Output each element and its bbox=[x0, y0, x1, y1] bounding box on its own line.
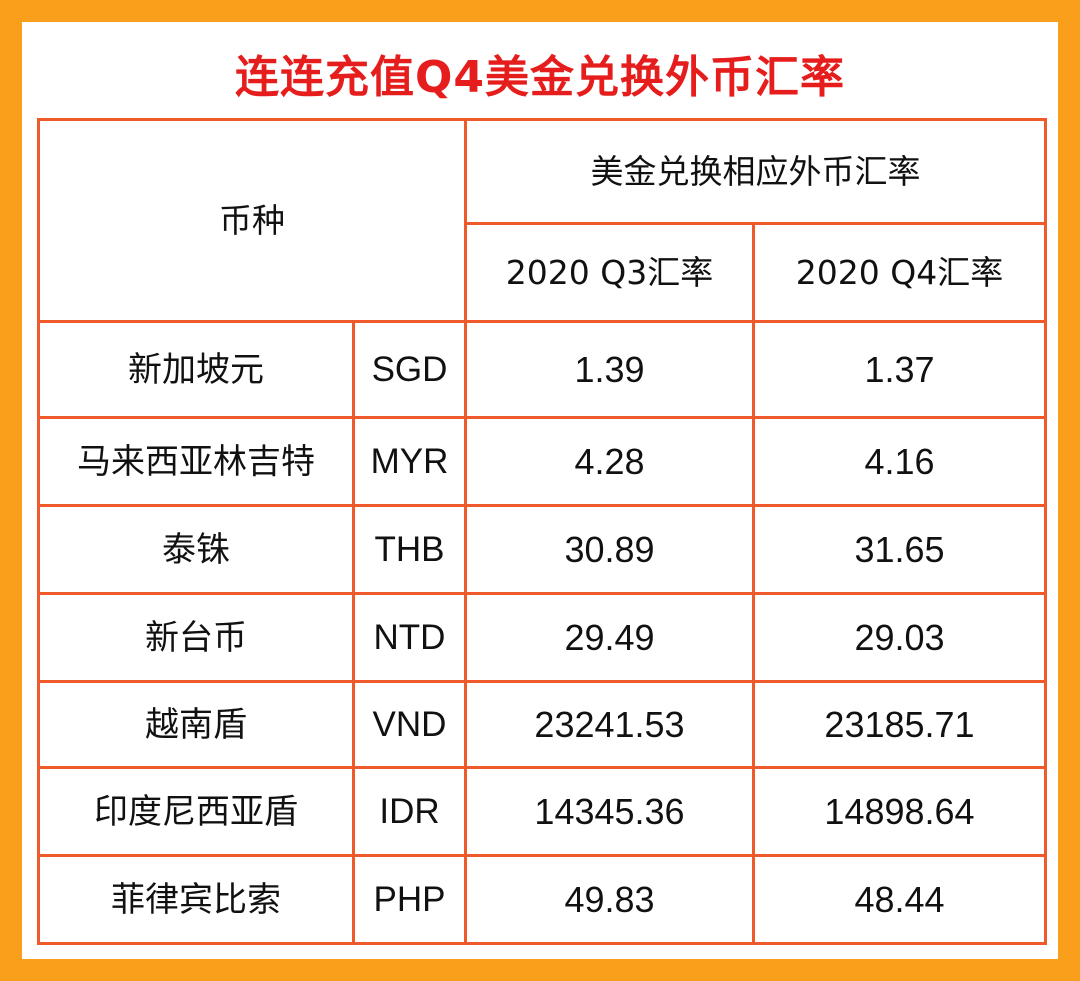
q4-rate: 4.16 bbox=[752, 416, 1047, 507]
q4-rate-header: 2020 Q4汇率 bbox=[752, 222, 1047, 323]
q4-rate: 1.37 bbox=[752, 320, 1047, 419]
q3-rate: 49.83 bbox=[464, 854, 755, 945]
q3-rate-header: 2020 Q3汇率 bbox=[464, 222, 755, 323]
table-row: 马来西亚林吉特 MYR 4.28 4.16 bbox=[37, 416, 1047, 507]
table-row: 越南盾 VND 23241.53 23185.71 bbox=[37, 680, 1047, 769]
currency-code: PHP bbox=[352, 854, 467, 945]
currency-name: 马来西亚林吉特 bbox=[37, 416, 355, 507]
q4-rate: 29.03 bbox=[752, 592, 1047, 683]
page-title: 连连充值Q4美金兑换外币汇率 bbox=[234, 52, 846, 103]
currency-header: 币种 bbox=[37, 118, 467, 323]
q3-rate: 14345.36 bbox=[464, 766, 755, 857]
exchange-rate-table: 币种 美金兑换相应外币汇率 2020 Q3汇率 2020 Q4汇率 新加坡元 S… bbox=[37, 118, 1047, 945]
currency-code: SGD bbox=[352, 320, 467, 419]
currency-name: 新台币 bbox=[37, 592, 355, 683]
currency-name: 新加坡元 bbox=[37, 320, 355, 419]
currency-name: 越南盾 bbox=[37, 680, 355, 769]
q4-rate: 48.44 bbox=[752, 854, 1047, 945]
q4-rate: 14898.64 bbox=[752, 766, 1047, 857]
currency-code: NTD bbox=[352, 592, 467, 683]
rate-group-header: 美金兑换相应外币汇率 bbox=[464, 118, 1047, 225]
q3-rate: 23241.53 bbox=[464, 680, 755, 769]
currency-code: VND bbox=[352, 680, 467, 769]
table-row: 菲律宾比索 PHP 49.83 48.44 bbox=[37, 854, 1047, 945]
currency-name: 菲律宾比索 bbox=[37, 854, 355, 945]
q4-rate: 23185.71 bbox=[752, 680, 1047, 769]
q4-rate: 31.65 bbox=[752, 504, 1047, 595]
table-row: 印度尼西亚盾 IDR 14345.36 14898.64 bbox=[37, 766, 1047, 857]
q3-rate: 29.49 bbox=[464, 592, 755, 683]
table-row: 泰铢 THB 30.89 31.65 bbox=[37, 504, 1047, 595]
currency-code: IDR bbox=[352, 766, 467, 857]
q3-rate: 4.28 bbox=[464, 416, 755, 507]
currency-code: MYR bbox=[352, 416, 467, 507]
q3-rate: 30.89 bbox=[464, 504, 755, 595]
table-row: 新台币 NTD 29.49 29.03 bbox=[37, 592, 1047, 683]
table-subheader-row: 2020 Q3汇率 2020 Q4汇率 bbox=[39, 222, 1047, 323]
currency-code: THB bbox=[352, 504, 467, 595]
q3-rate: 1.39 bbox=[464, 320, 755, 419]
currency-name: 泰铢 bbox=[37, 504, 355, 595]
currency-name: 印度尼西亚盾 bbox=[37, 766, 355, 857]
table-header-row: 币种 美金兑换相应外币汇率 bbox=[37, 118, 1047, 323]
table-row: 新加坡元 SGD 1.39 1.37 bbox=[37, 320, 1047, 419]
